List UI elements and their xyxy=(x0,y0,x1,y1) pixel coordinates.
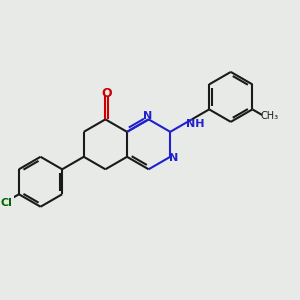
Text: Cl: Cl xyxy=(1,198,13,208)
Text: CH₃: CH₃ xyxy=(260,111,278,121)
Text: NH: NH xyxy=(186,119,205,130)
Text: O: O xyxy=(101,87,112,100)
Text: N: N xyxy=(142,111,152,121)
Text: N: N xyxy=(169,153,178,163)
